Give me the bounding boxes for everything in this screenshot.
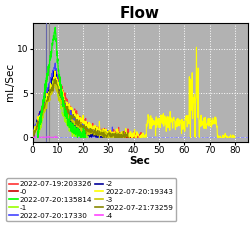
Legend: 2022-07-19:203326, -0, 2022-07-20:135814, -1, 2022-07-20:17330, -2, 2022-07-20:1: 2022-07-19:203326, -0, 2022-07-20:135814… — [6, 178, 176, 221]
Y-axis label: mL/Sec: mL/Sec — [6, 63, 16, 101]
X-axis label: Sec: Sec — [130, 156, 150, 166]
Title: Flow: Flow — [120, 6, 160, 21]
